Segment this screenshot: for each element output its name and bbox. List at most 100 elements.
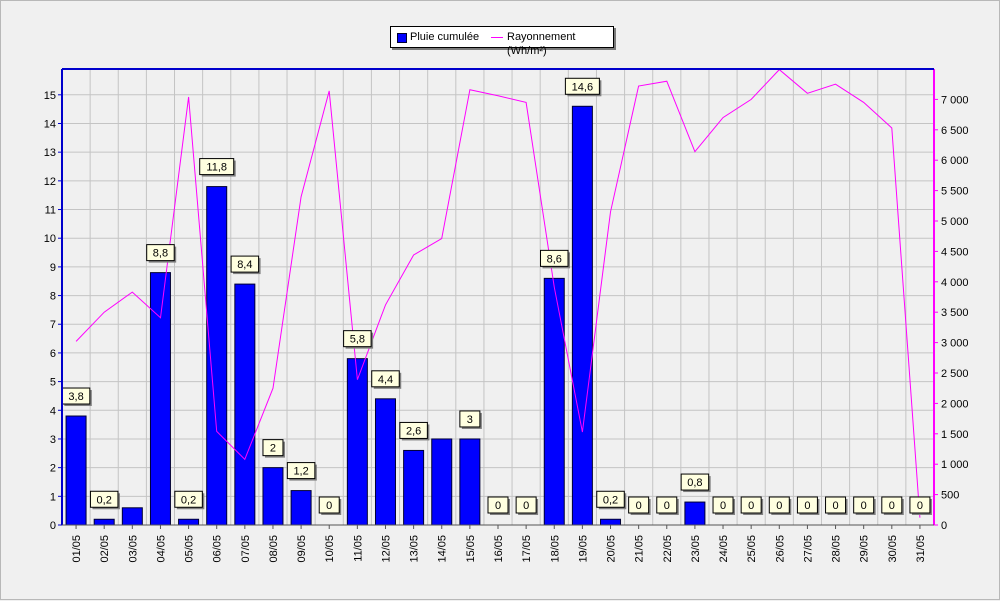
data-label-box xyxy=(371,370,400,388)
left-axis-tick-label: 0 xyxy=(50,520,56,532)
data-label: 1,2 xyxy=(293,466,308,478)
x-axis-tick-label: 02/05 xyxy=(99,535,111,563)
chart-legend: Pluie cumulée Rayonnement (Wh/m²) xyxy=(390,26,614,57)
right-axis-tick-label: 4 000 xyxy=(941,277,969,289)
right-axis-tick-label: 4 500 xyxy=(941,246,969,258)
right-axis-tick-label: 6 000 xyxy=(941,155,969,167)
x-axis-tick-label: 18/05 xyxy=(549,535,561,563)
data-label: 8,4 xyxy=(237,259,252,271)
data-label: 3,8 xyxy=(68,391,83,403)
x-axis-tick-label: 16/05 xyxy=(493,535,505,563)
data-label-box xyxy=(174,490,203,508)
legend-bar-label: Pluie cumulée xyxy=(410,31,480,43)
data-label-box xyxy=(540,249,569,267)
data-label-box xyxy=(199,158,235,176)
data-label: 0 xyxy=(495,500,501,512)
left-axis-tick-label: 4 xyxy=(50,405,56,417)
left-axis-tick-label: 12 xyxy=(44,176,56,188)
rain-bar xyxy=(234,283,256,526)
x-axis-tick-label: 01/05 xyxy=(71,535,83,563)
left-axis-tick-label: 2 xyxy=(50,463,56,475)
x-axis-tick-label: 15/05 xyxy=(465,535,477,563)
x-axis-tick-label: 17/05 xyxy=(521,535,533,563)
data-label: 0 xyxy=(889,500,895,512)
x-axis-tick-label: 13/05 xyxy=(409,535,421,563)
x-axis-tick-label: 28/05 xyxy=(831,535,843,563)
x-axis-tick-label: 23/05 xyxy=(690,535,702,563)
left-axis-tick-label: 3 xyxy=(50,434,56,446)
data-label-box xyxy=(680,473,710,491)
rain-bar xyxy=(684,501,706,526)
x-axis-tick-label: 08/05 xyxy=(268,535,280,563)
x-axis-tick-label: 09/05 xyxy=(296,535,308,563)
rain-bar xyxy=(206,186,228,526)
plot-area xyxy=(62,69,934,525)
data-label-box xyxy=(459,410,481,428)
x-axis-tick-label: 30/05 xyxy=(887,535,899,563)
legend-bar-swatch xyxy=(397,33,407,43)
left-axis-tick-label: 11 xyxy=(45,205,56,217)
data-label-box xyxy=(881,496,903,514)
x-axis-tick-label: 19/05 xyxy=(577,535,589,563)
data-label: 5,8 xyxy=(350,334,365,346)
left-axis-tick-label: 14 xyxy=(44,118,56,130)
data-label: 0 xyxy=(636,500,642,512)
data-label: 0 xyxy=(917,500,923,512)
right-axis-tick-label: 7 000 xyxy=(941,94,969,106)
data-label: 11,8 xyxy=(206,162,227,174)
data-label-box xyxy=(712,496,734,514)
data-label-box xyxy=(230,255,260,273)
x-axis-tick-label: 31/05 xyxy=(915,535,927,563)
data-label-box xyxy=(286,462,316,480)
data-label: 0 xyxy=(523,500,529,512)
right-axis-tick-label: 3 500 xyxy=(941,307,969,319)
data-label-box xyxy=(262,439,284,457)
data-label-box xyxy=(596,490,625,508)
x-axis-tick-label: 06/05 xyxy=(212,535,224,563)
data-label: 8,8 xyxy=(153,248,168,260)
data-label: 0 xyxy=(720,500,726,512)
data-label: 0,8 xyxy=(687,477,702,489)
rain-bar xyxy=(93,518,115,526)
data-label: 2 xyxy=(270,443,276,455)
x-axis-tick-label: 24/05 xyxy=(718,535,730,563)
data-label-box xyxy=(796,496,818,514)
right-axis-tick-label: 2 500 xyxy=(941,368,969,380)
data-label: 0 xyxy=(776,500,782,512)
legend-line-label: Rayonnement (Wh/m²) xyxy=(507,31,576,57)
data-label-box xyxy=(318,496,340,514)
rain-bar xyxy=(600,518,622,526)
rain-bar xyxy=(346,358,368,526)
data-label: 14,6 xyxy=(572,81,593,93)
data-label-box xyxy=(89,490,119,508)
x-axis-tick-label: 20/05 xyxy=(606,535,618,563)
data-label-box xyxy=(628,496,650,514)
rain-bar xyxy=(262,467,284,526)
data-label: 4,4 xyxy=(378,374,393,386)
left-axis-tick-label: 9 xyxy=(50,262,56,274)
rain-bar xyxy=(374,398,396,526)
rain-bar xyxy=(431,438,453,526)
rain-bar xyxy=(65,415,87,526)
rain-bar xyxy=(543,277,565,526)
data-label-box xyxy=(564,77,600,95)
rain-bar xyxy=(459,438,481,526)
left-axis-tick-label: 6 xyxy=(50,348,56,360)
x-axis-tick-label: 27/05 xyxy=(802,535,814,563)
data-label-box xyxy=(853,496,875,514)
data-label-box xyxy=(740,496,762,514)
rain-bar xyxy=(290,490,312,526)
right-axis-tick-label: 5 000 xyxy=(941,216,969,228)
data-label: 2,6 xyxy=(406,425,421,437)
data-label: 0 xyxy=(861,500,867,512)
x-axis-tick-label: 25/05 xyxy=(746,535,758,563)
data-label: 0,2 xyxy=(603,494,618,506)
left-axis-tick-label: 7 xyxy=(50,319,56,331)
data-label-box xyxy=(825,496,847,514)
x-axis-tick-label: 29/05 xyxy=(859,535,871,563)
rain-bar xyxy=(121,507,143,526)
x-axis-tick-label: 12/05 xyxy=(380,535,392,563)
data-label-box xyxy=(515,496,537,514)
x-axis-tick-label: 26/05 xyxy=(774,535,786,563)
